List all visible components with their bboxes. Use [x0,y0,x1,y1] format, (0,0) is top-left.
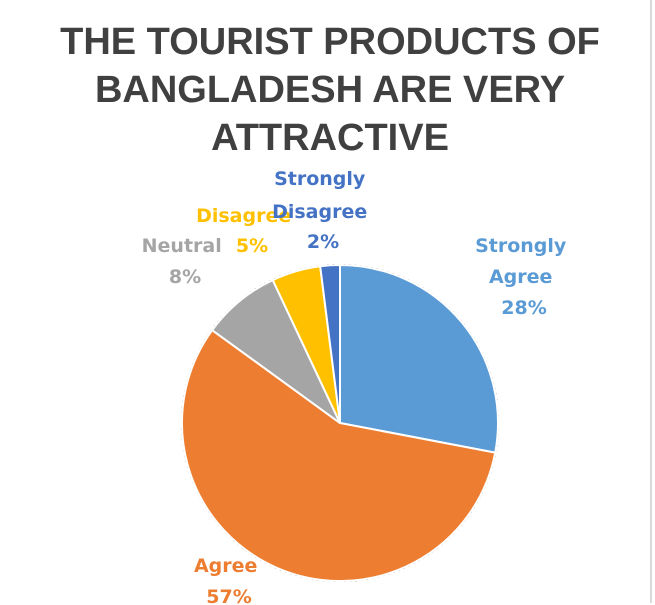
label-strongly-agree-line-1: Strongly [475,235,567,257]
label-disagree-line-1: Disagree [196,205,291,227]
label-strongly-disagree-line-2: Disagree [272,201,367,223]
label-neutral-value: 8% [169,266,201,288]
label-disagree: Disagree 5% [196,205,298,257]
label-disagree-value: 5% [236,235,268,257]
label-agree-line-1: Agree [194,555,257,577]
label-strongly-agree-line-2: Agree [489,266,552,288]
slice-strongly-agree [339,263,499,454]
label-strongly-disagree-value: 2% [307,231,339,253]
label-strongly-disagree: Strongly Disagree 2% [272,168,374,253]
slice-strongly-disagree [319,263,341,424]
label-strongly-agree-value: 28% [501,297,546,319]
label-agree: Agree 57% [194,555,264,605]
chart-title-line-1: THE TOURIST PRODUCTS OF [60,21,600,63]
chart-title-line-3: ATTRACTIVE [211,117,449,159]
slice-agree [181,328,497,582]
chart-title: THE TOURIST PRODUCTS OF BANGLADESH ARE V… [40,18,620,162]
label-neutral: Neutral 8% [142,235,229,288]
label-strongly-agree: Strongly Agree 28% [475,235,573,319]
label-neutral-line-1: Neutral [142,235,222,257]
label-strongly-disagree-line-1: Strongly [274,168,366,190]
chart-title-line-2: BANGLADESH ARE VERY [94,69,566,111]
label-agree-value: 57% [206,586,251,605]
